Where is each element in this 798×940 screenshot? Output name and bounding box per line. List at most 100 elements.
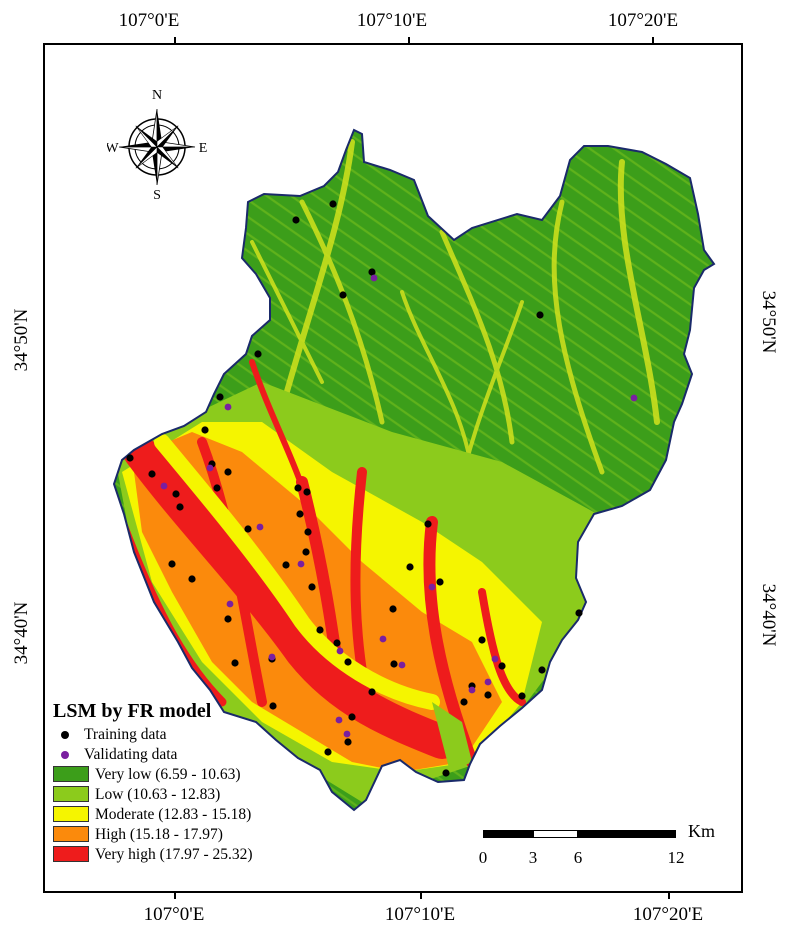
training-point (231, 659, 239, 667)
swatch-high (53, 826, 89, 842)
frame-tick (408, 37, 410, 44)
training-point (224, 468, 232, 476)
training-point (536, 311, 544, 319)
legend-class-label: Moderate (12.83 - 15.18) (95, 806, 252, 823)
training-point (324, 748, 332, 756)
validating-point (206, 464, 214, 472)
training-point (224, 615, 232, 623)
compass-n: N (152, 90, 162, 103)
training-point (442, 769, 450, 777)
lat-label-right-1: 34°50'N (758, 290, 779, 354)
training-point (304, 528, 312, 536)
training-point (436, 578, 444, 586)
training-point (296, 510, 304, 518)
scale-label: 3 (528, 848, 538, 867)
lon-label-bottom-1: 107°0'E (143, 904, 205, 925)
training-point (213, 484, 221, 492)
training-point (168, 560, 176, 568)
validating-dot-icon (61, 751, 69, 759)
validating-point (256, 523, 264, 531)
lon-label-top-3: 107°20'E (607, 10, 679, 31)
validating-point (268, 653, 276, 661)
compass-e: E (199, 141, 207, 156)
training-point (389, 605, 397, 613)
validating-point (226, 600, 234, 608)
legend-training-label: Training data (84, 726, 167, 743)
training-point (292, 216, 300, 224)
lat-label-left-2: 34°40'N (11, 601, 32, 665)
swatch-low (53, 786, 89, 802)
validating-point (379, 635, 387, 643)
training-point (333, 639, 341, 647)
validating-point (370, 274, 378, 282)
lon-label-bottom-2: 107°10'E (384, 904, 456, 925)
validating-point (468, 686, 476, 694)
training-point (244, 525, 252, 533)
scale-segment (533, 830, 578, 838)
lat-label-right-2: 34°40'N (758, 583, 779, 647)
training-point (406, 563, 414, 571)
validating-point (336, 647, 344, 655)
training-point (339, 291, 347, 299)
training-point (478, 636, 486, 644)
lon-label-top-1: 107°0'E (118, 10, 180, 31)
lat-label-left-1: 34°50'N (11, 308, 32, 372)
legend-class-label: Very low (6.59 - 10.63) (95, 766, 241, 783)
frame-tick (420, 892, 422, 899)
swatch-very-high (53, 846, 89, 862)
scale-segment (483, 830, 533, 838)
map-legend: LSM by FR model Training data Validating… (53, 700, 353, 865)
susceptibility-map (112, 128, 716, 812)
validating-point (224, 403, 232, 411)
training-point (575, 609, 583, 617)
map-frame: N S E W LSM by FR model Training data Va… (43, 43, 743, 893)
validating-point (630, 394, 638, 402)
frame-tick (668, 892, 670, 899)
training-point (269, 702, 277, 710)
scale-bar: 0 3 6 12 Km (479, 821, 715, 880)
training-point (484, 691, 492, 699)
training-point (303, 488, 311, 496)
lon-label-bottom-3: 107°20'E (632, 904, 704, 925)
scale-segment (578, 830, 676, 838)
validating-points (160, 274, 638, 738)
legend-class-moderate: Moderate (12.83 - 15.18) (53, 805, 353, 825)
legend-class-very-high: Very high (17.97 - 25.32) (53, 845, 353, 865)
training-point (126, 454, 134, 462)
validating-point (428, 583, 436, 591)
training-point (344, 658, 352, 666)
scale-label: 12 (667, 848, 685, 867)
validating-point (160, 482, 168, 490)
training-point (344, 738, 352, 746)
lon-label-top-2: 107°10'E (356, 10, 428, 31)
training-point (329, 200, 337, 208)
training-point (518, 692, 526, 700)
training-point (188, 575, 196, 583)
training-point (282, 561, 290, 569)
legend-validating-label: Validating data (84, 746, 178, 763)
compass-w: W (107, 141, 119, 156)
legend-validating: Validating data (53, 745, 353, 765)
swatch-very-low (53, 766, 89, 782)
training-dot-icon (61, 731, 69, 739)
training-point (348, 713, 356, 721)
validating-point (484, 678, 492, 686)
frame-tick (174, 37, 176, 44)
scale-label: 0 (478, 848, 488, 867)
training-point (460, 698, 468, 706)
training-point (368, 688, 376, 696)
legend-class-high: High (15.18 - 17.97) (53, 825, 353, 845)
training-point (294, 484, 302, 492)
training-point (254, 350, 262, 358)
validating-point (343, 730, 351, 738)
frame-tick (174, 892, 176, 899)
legend-title: LSM by FR model (53, 700, 212, 722)
scale-unit: Km (688, 821, 715, 841)
swatch-moderate (53, 806, 89, 822)
legend-class-label: High (15.18 - 17.97) (95, 826, 223, 843)
compass-s: S (153, 188, 161, 200)
frame-tick (652, 37, 654, 44)
training-point (302, 548, 310, 556)
validating-point (297, 560, 305, 568)
compass-rose-icon: N S E W (107, 90, 207, 200)
